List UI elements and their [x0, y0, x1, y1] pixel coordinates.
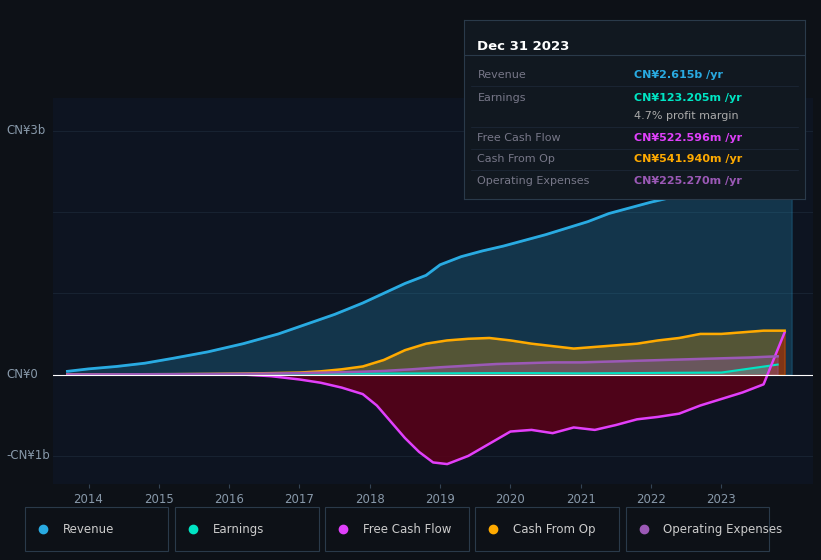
Text: CN¥522.596m /yr: CN¥522.596m /yr: [635, 133, 742, 143]
Text: CN¥123.205m /yr: CN¥123.205m /yr: [635, 94, 742, 104]
Text: Earnings: Earnings: [478, 94, 526, 104]
Text: Revenue: Revenue: [478, 70, 526, 80]
Text: 4.7% profit margin: 4.7% profit margin: [635, 111, 739, 122]
Text: Free Cash Flow: Free Cash Flow: [363, 522, 452, 535]
Text: CN¥3b: CN¥3b: [7, 124, 45, 137]
Text: Dec 31 2023: Dec 31 2023: [478, 40, 570, 53]
Text: CN¥0: CN¥0: [7, 368, 38, 381]
Text: CN¥541.940m /yr: CN¥541.940m /yr: [635, 155, 742, 165]
Text: CN¥225.270m /yr: CN¥225.270m /yr: [635, 176, 742, 186]
Text: Free Cash Flow: Free Cash Flow: [478, 133, 561, 143]
Text: Revenue: Revenue: [62, 522, 114, 535]
Text: Cash From Op: Cash From Op: [478, 155, 555, 165]
Text: Cash From Op: Cash From Op: [513, 522, 595, 535]
Text: CN¥2.615b /yr: CN¥2.615b /yr: [635, 70, 723, 80]
Text: -CN¥1b: -CN¥1b: [7, 450, 50, 463]
Text: Operating Expenses: Operating Expenses: [663, 522, 782, 535]
Text: Earnings: Earnings: [213, 522, 264, 535]
Text: Operating Expenses: Operating Expenses: [478, 176, 589, 186]
